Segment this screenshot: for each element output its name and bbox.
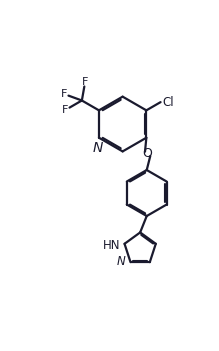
- Text: F: F: [82, 77, 88, 87]
- Text: F: F: [61, 89, 67, 99]
- Text: N: N: [93, 140, 103, 154]
- Text: N: N: [117, 254, 126, 267]
- Text: O: O: [143, 147, 153, 160]
- Text: F: F: [62, 105, 69, 115]
- Text: HN: HN: [103, 239, 121, 252]
- Text: Cl: Cl: [162, 95, 174, 109]
